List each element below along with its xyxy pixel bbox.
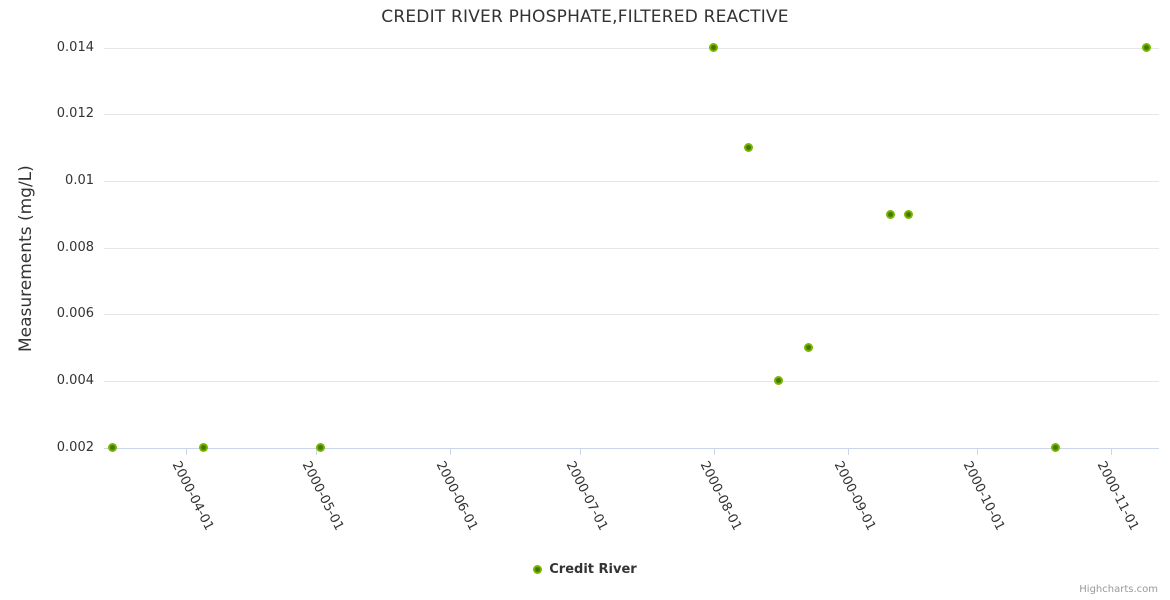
data-point[interactable] — [108, 443, 118, 452]
x-axis-tick-mark — [315, 448, 317, 455]
x-axis-tick-label: 2000-06-01 — [432, 458, 481, 533]
x-axis-tick-mark — [977, 448, 979, 455]
data-point[interactable] — [198, 443, 208, 452]
x-axis-tick-label: 2000-04-01 — [168, 458, 217, 533]
x-axis-tick-label: 2000-05-01 — [298, 458, 347, 533]
data-point[interactable] — [1141, 43, 1151, 52]
x-axis-tick-label: 2000-07-01 — [562, 458, 610, 533]
data-point[interactable] — [903, 209, 913, 219]
y-axis-tick-label: 0.006 — [56, 306, 94, 322]
y-axis-tick-label: 0.008 — [56, 239, 94, 255]
x-axis-line — [104, 447, 1159, 449]
x-axis-tick-label: 2000-08-01 — [696, 458, 744, 533]
y-axis-tick-label: 0.014 — [56, 39, 94, 55]
gridline — [104, 247, 1159, 249]
gridline — [104, 47, 1159, 49]
y-axis-tick-label: 0.002 — [56, 439, 94, 455]
x-axis-tick-label: 2000-10-01 — [960, 458, 1008, 533]
y-axis-tick-label: 0.012 — [56, 106, 94, 122]
x-axis-tick-mark — [713, 448, 715, 455]
data-point[interactable] — [774, 376, 783, 386]
y-axis-tick-label: 0.004 — [56, 372, 94, 388]
y-axis-title: Measurements (mg/L) — [16, 165, 36, 352]
x-axis-tick-label: 2000-11-01 — [1094, 458, 1142, 533]
x-axis-tick-mark — [579, 448, 581, 455]
legend-label: Credit River — [549, 562, 637, 577]
gridline — [104, 380, 1159, 382]
highcharts-credits-link[interactable]: Highcharts.com — [1079, 584, 1158, 595]
data-point[interactable] — [1050, 443, 1060, 452]
data-point[interactable] — [886, 209, 896, 219]
data-point[interactable] — [804, 343, 814, 352]
x-axis-tick-mark — [1111, 448, 1113, 455]
gridline — [104, 180, 1159, 182]
legend-item-credit-river[interactable]: Credit River — [0, 562, 1170, 577]
data-point[interactable] — [709, 43, 719, 52]
legend-marker-icon — [533, 565, 543, 574]
x-axis-tick-mark — [449, 448, 451, 455]
data-point[interactable] — [743, 143, 753, 152]
y-axis-tick-label: 0.01 — [65, 172, 94, 188]
x-axis-tick-mark — [186, 448, 188, 455]
data-point[interactable] — [315, 443, 325, 452]
x-axis-tick-mark — [847, 448, 849, 455]
x-axis-tick-label: 2000-09-01 — [830, 458, 878, 533]
gridline — [104, 314, 1159, 316]
gridline — [104, 114, 1159, 116]
chart-title: CREDIT RIVER PHOSPHATE,FILTERED REACTIVE — [381, 7, 789, 27]
